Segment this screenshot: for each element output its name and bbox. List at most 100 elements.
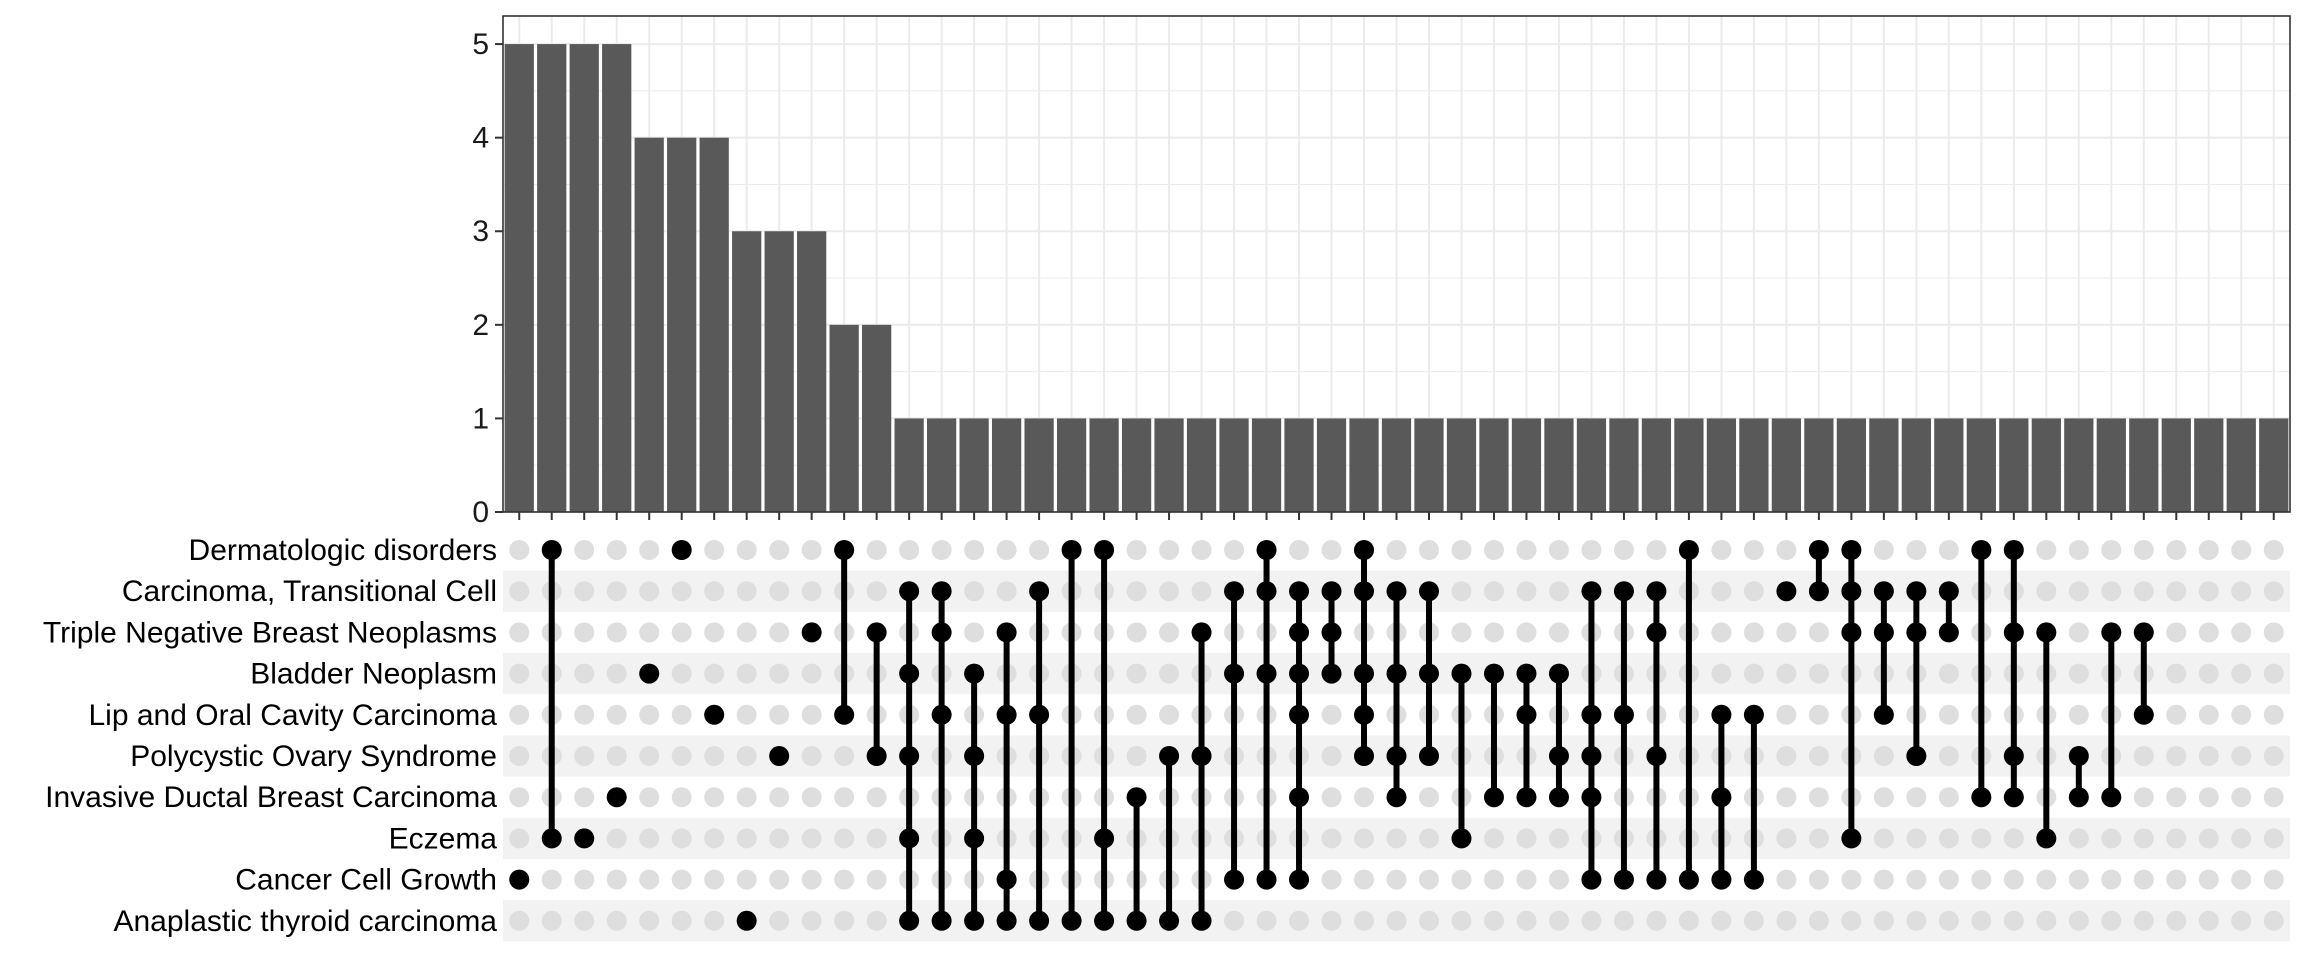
matrix-dot-empty (801, 704, 822, 725)
matrix-dot-empty (2198, 622, 2219, 643)
bar (2129, 418, 2159, 512)
matrix-dot-empty (1483, 622, 1504, 643)
matrix-dot-empty (2263, 581, 2284, 602)
matrix-dot-empty (1483, 869, 1504, 890)
matrix-dot-empty (704, 828, 725, 849)
matrix-dot-filled (1516, 663, 1537, 684)
matrix-dot-filled (1743, 704, 1764, 725)
matrix-dot-filled (1873, 704, 1894, 725)
matrix-dot-empty (2003, 910, 2024, 931)
bar (1836, 418, 1866, 512)
matrix-dot-empty (1808, 869, 1829, 890)
matrix-dot-empty (1906, 869, 1927, 890)
bar (1641, 418, 1672, 512)
matrix-dot-empty (704, 746, 725, 766)
matrix-dot-filled (1938, 622, 1959, 643)
matrix-dot-filled (1451, 663, 1472, 684)
matrix-dot-filled (834, 704, 855, 725)
matrix-dot-empty (1289, 540, 1310, 560)
matrix-dot-filled (931, 910, 952, 931)
matrix-dot-empty (606, 581, 627, 602)
matrix-dot-filled (1289, 663, 1310, 684)
matrix-dot-filled (964, 828, 985, 849)
matrix-dot-empty (1808, 910, 1829, 931)
matrix-dot-filled (1906, 746, 1927, 766)
matrix-dot-filled (1646, 581, 1667, 602)
matrix-dot-filled (1841, 828, 1862, 849)
bar (1186, 418, 1217, 512)
matrix-dot-filled (964, 746, 985, 766)
matrix-dot-empty (704, 869, 725, 890)
matrix-dot-empty (1711, 581, 1732, 602)
matrix-dot-empty (1354, 910, 1375, 931)
matrix-dot-filled (1451, 828, 1472, 849)
matrix-dot-empty (1321, 540, 1342, 560)
bar (1479, 418, 1509, 512)
y-tick-label: 1 (472, 402, 489, 435)
matrix-dot-empty (704, 622, 725, 643)
matrix-dot-empty (2231, 746, 2252, 766)
matrix-dot-filled (1483, 663, 1504, 684)
matrix-dot-filled (866, 622, 887, 643)
matrix-dot-filled (1094, 828, 1115, 849)
matrix-dot-empty (2036, 581, 2057, 602)
matrix-dot-empty (2166, 828, 2187, 849)
matrix-dot-filled (996, 910, 1017, 931)
matrix-dot-filled (1289, 622, 1310, 643)
bar (829, 324, 859, 512)
matrix-dot-empty (2101, 540, 2122, 560)
matrix-dot-empty (769, 704, 790, 725)
matrix-dot-empty (1516, 828, 1537, 849)
matrix-dot-empty (1711, 540, 1732, 560)
matrix-dot-filled (1029, 910, 1050, 931)
matrix-dot-filled (899, 746, 920, 766)
matrix-dot-filled (1841, 540, 1862, 560)
matrix-dot-empty (1938, 910, 1959, 931)
matrix-dot-filled (1159, 910, 1180, 931)
matrix-dot-filled (541, 828, 562, 849)
matrix-dot-filled (1386, 581, 1407, 602)
matrix-dot-empty (1971, 869, 1992, 890)
matrix-dot-empty (639, 540, 660, 560)
bar-panel: 0 1 2 3 4 5 (472, 15, 2291, 529)
matrix-dot-empty (1451, 910, 1472, 931)
matrix-dot-empty (509, 581, 530, 602)
set-label: Polycystic Ovary Syndrome (130, 740, 497, 773)
matrix-dot-filled (1711, 704, 1732, 725)
matrix-dot-empty (2263, 746, 2284, 766)
bar (1446, 418, 1477, 512)
matrix-dot-empty (1418, 869, 1439, 890)
bar (2031, 418, 2061, 512)
set-label: Lip and Oral Cavity Carcinoma (88, 699, 497, 732)
bar (1739, 418, 1769, 512)
matrix-dot-empty (1451, 540, 1472, 560)
matrix-dot-empty (2036, 910, 2057, 931)
matrix-dot-empty (769, 828, 790, 849)
matrix-dot-filled (1126, 910, 1147, 931)
matrix-dot-empty (2068, 622, 2089, 643)
matrix-dot-empty (2166, 581, 2187, 602)
matrix-dot-empty (1743, 622, 1764, 643)
matrix-dot-empty (1776, 869, 1797, 890)
matrix-dot-empty (2166, 663, 2187, 684)
matrix-dot-empty (1386, 540, 1407, 560)
matrix-dot-empty (1906, 910, 1927, 931)
matrix-dot-empty (1451, 622, 1472, 643)
matrix-dot-empty (2036, 869, 2057, 890)
matrix-dot-empty (704, 581, 725, 602)
matrix-dot-empty (574, 746, 595, 766)
matrix-dot-empty (1971, 910, 1992, 931)
matrix-dot-filled (1678, 869, 1699, 890)
matrix-dot-filled (639, 663, 660, 684)
matrix-dot-filled (1841, 622, 1862, 643)
bar (1966, 418, 1996, 512)
matrix-dot-empty (2133, 746, 2154, 766)
matrix-dot-filled (2133, 622, 2154, 643)
matrix-dot-empty (509, 828, 530, 849)
matrix-dot-filled (801, 622, 822, 643)
matrix-dot-filled (1516, 787, 1537, 808)
matrix-dot-filled (1354, 704, 1375, 725)
matrix-dot-empty (866, 787, 887, 808)
matrix-dot-empty (1126, 663, 1147, 684)
matrix-dot-filled (1256, 581, 1277, 602)
